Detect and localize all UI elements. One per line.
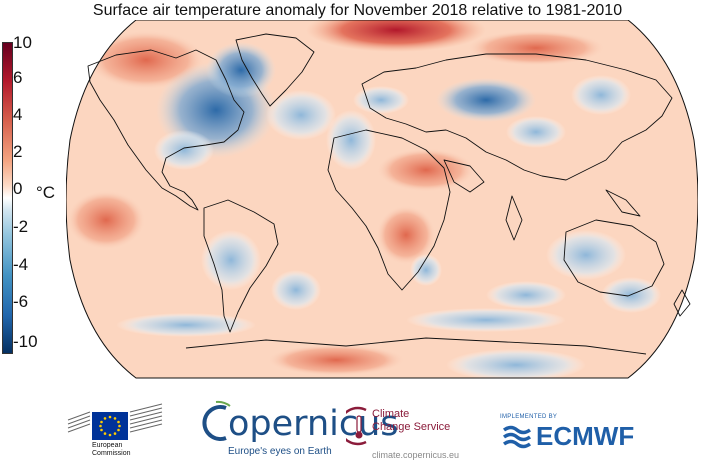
eu-flag-icon <box>92 412 128 440</box>
eu-commission-label: European Commission <box>92 442 131 458</box>
world-map <box>66 20 698 379</box>
c3s-url: climate.copernicus.eu <box>372 450 460 460</box>
map-title: Surface air temperature anomaly for Nove… <box>92 2 623 19</box>
c3s-wordmark: Climate Change Service <box>372 408 450 434</box>
copernicus-c-icon <box>202 400 231 441</box>
ecmwf-wordmark: ECMWF <box>536 421 635 451</box>
thermometer-icon <box>346 406 367 446</box>
colorbar-tick-label: 2 <box>13 142 23 161</box>
eu-label-line1: European <box>92 442 123 449</box>
coastlines <box>87 33 691 355</box>
colorbar-tick-label: -10 <box>13 332 38 351</box>
colorbar <box>2 42 13 354</box>
colorbar-tick-label: 0 <box>13 179 23 198</box>
copernicus-tagline: Europe's eyes on Earth <box>228 446 332 457</box>
colorbar-tick-label: 4 <box>13 105 23 124</box>
copernicus-wordmark: opernicus <box>228 404 399 444</box>
c3s-label-line1: Climate <box>372 408 410 420</box>
globe-outline <box>66 20 698 379</box>
colorbar-tick-label: -2 <box>13 217 29 236</box>
eu-commission-logo: European Commission <box>66 402 176 462</box>
colorbar-unit: °C <box>36 183 56 202</box>
colorbar-tick-label: 6 <box>13 68 23 87</box>
eu-label-line2: Commission <box>92 450 131 457</box>
colorbar-tick-label: 10 <box>13 33 32 52</box>
anomaly-field <box>66 20 698 378</box>
logo-strip: European Commission opernicus Europe's e… <box>0 380 715 470</box>
c3s-label-line2: Change Service <box>372 421 451 433</box>
eu-building-icon <box>67 403 163 433</box>
ecmwf-wave-icon <box>502 425 532 449</box>
colorbar-tick-label: -4 <box>13 255 29 274</box>
colorbar-tick-label: -6 <box>13 292 29 311</box>
implemented-by-label: IMPLEMENTED BY <box>500 414 558 420</box>
